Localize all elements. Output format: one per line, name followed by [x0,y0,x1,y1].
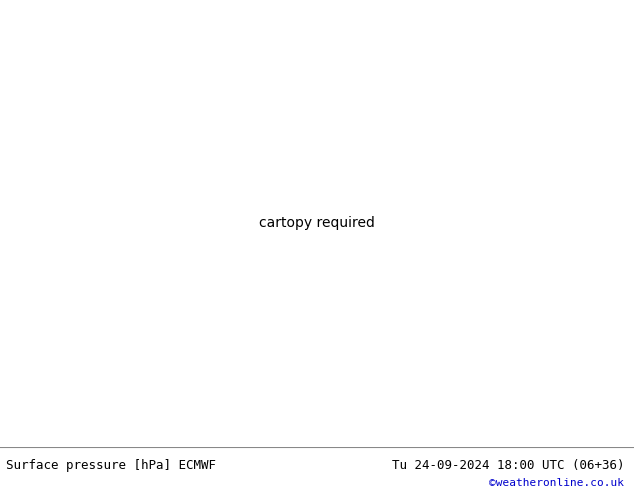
Text: Tu 24-09-2024 18:00 UTC (06+36): Tu 24-09-2024 18:00 UTC (06+36) [392,459,624,472]
Text: ©weatheronline.co.uk: ©weatheronline.co.uk [489,478,624,488]
Text: Surface pressure [hPa] ECMWF: Surface pressure [hPa] ECMWF [6,459,216,472]
Text: cartopy required: cartopy required [259,217,375,230]
